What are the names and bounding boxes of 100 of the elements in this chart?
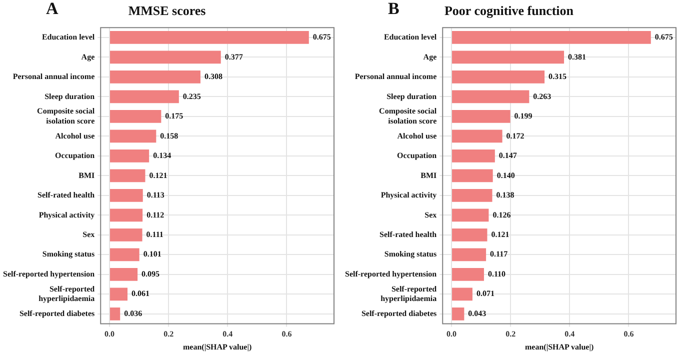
- data-label: 0.101: [143, 250, 162, 259]
- bar: [110, 288, 128, 301]
- y-tick-label: Self-reported hyperlipidaemia: [380, 284, 438, 304]
- bar: [110, 31, 309, 44]
- y-tick-label: Smoking status: [384, 250, 437, 259]
- text: A: [46, 0, 59, 18]
- data-label: 0.675: [654, 32, 673, 42]
- bar: [452, 31, 651, 44]
- data-label: 0.121: [149, 170, 168, 180]
- x-tick-label: 0.6: [624, 330, 634, 339]
- bar: [452, 288, 472, 301]
- y-tick-label: Physical activity: [380, 190, 437, 200]
- bar: [110, 228, 142, 242]
- data-label: 0.147: [498, 151, 517, 160]
- bar: [452, 90, 530, 104]
- data-label: 0.110: [488, 269, 506, 278]
- x-axis-title: mean(|SHAP value|): [524, 342, 594, 352]
- chart-title: MMSE scores: [128, 3, 206, 18]
- bar: [110, 208, 143, 222]
- y-tick-label: Smoking status: [42, 250, 95, 259]
- bar: [110, 130, 156, 143]
- bar: [452, 248, 486, 262]
- data-label: 0.036: [124, 308, 142, 318]
- data-label: 0.095: [142, 269, 160, 278]
- bar: [110, 308, 120, 320]
- data-label: 0.315: [548, 72, 567, 82]
- y-tick-label: Sleep duration: [386, 92, 438, 101]
- data-label: 0.111: [146, 230, 164, 240]
- y-tick-label: Age: [423, 52, 438, 62]
- data-label: 0.199: [514, 112, 532, 121]
- y-tick-label: Self-rated health: [38, 190, 96, 200]
- bar: [110, 50, 221, 64]
- data-label: 0.381: [568, 52, 586, 62]
- data-label: 0.158: [160, 131, 178, 140]
- data-label: 0.113: [146, 190, 164, 200]
- bar: [110, 268, 138, 281]
- data-label: 0.112: [146, 210, 164, 220]
- data-label: 0.071: [476, 289, 494, 298]
- y-tick-label: Education level: [384, 32, 438, 42]
- bar: [110, 169, 146, 182]
- x-tick-label: 0.2: [164, 330, 174, 339]
- data-label: 0.175: [165, 112, 184, 121]
- data-label: 0.126: [492, 210, 511, 220]
- x-tick-label: 0.0: [104, 330, 114, 339]
- data-label: 0.675: [312, 32, 331, 42]
- chart-title: Poor cognitive function: [444, 3, 574, 18]
- bar: [452, 268, 484, 281]
- y-tick-label: Self-reported diabetes: [19, 308, 95, 318]
- bar: [452, 50, 564, 64]
- x-tick-label: 0.6: [282, 330, 292, 339]
- bar: [452, 189, 492, 202]
- y-tick-label: Sex: [82, 230, 95, 240]
- data-label: 0.235: [182, 92, 201, 101]
- y-tick-label: Composite social isolation score: [379, 106, 438, 126]
- y-tick-label: Age: [81, 52, 96, 62]
- data-label: 0.134: [153, 151, 172, 160]
- y-tick-label: Composite social isolation score: [37, 106, 96, 126]
- bar: [110, 110, 162, 123]
- bar: [452, 70, 545, 84]
- y-tick-label: Self-reported hyperlipidaemia: [38, 284, 96, 304]
- x-tick-label: 0.4: [222, 330, 233, 339]
- data-label: 0.263: [533, 92, 552, 101]
- data-label: 0.377: [224, 52, 243, 62]
- bar: [110, 90, 179, 104]
- y-tick-label: BMI: [78, 170, 95, 180]
- y-tick-label: Self-rated health: [380, 230, 438, 240]
- bar: [452, 110, 510, 123]
- y-tick-label: Alcohol use: [397, 131, 438, 140]
- x-tick-label: 0.0: [446, 330, 456, 339]
- data-label: 0.043: [468, 308, 486, 318]
- x-axis-title: mean(|SHAP value|): [182, 342, 252, 352]
- bar: [452, 308, 464, 320]
- x-tick-label: 0.2: [506, 330, 516, 339]
- x-tick-label: 0.4: [564, 330, 575, 339]
- data-label: 0.117: [490, 250, 508, 259]
- bar: [110, 248, 140, 262]
- bar: [452, 169, 493, 182]
- data-label: 0.138: [496, 190, 514, 200]
- data-label: 0.140: [496, 170, 515, 180]
- y-tick-label: Self-reported hypertension: [2, 269, 96, 278]
- y-tick-label: Occupation: [397, 151, 438, 160]
- y-tick-label: Alcohol use: [55, 131, 96, 140]
- y-tick-label: BMI: [420, 170, 437, 180]
- data-label: 0.061: [132, 289, 150, 298]
- data-label: 0.172: [506, 131, 524, 140]
- bar: [110, 70, 200, 84]
- y-tick-label: Personal annual income: [12, 72, 96, 82]
- y-tick-label: Self-reported hypertension: [344, 269, 438, 278]
- bar: [110, 150, 150, 162]
- bar: [452, 130, 502, 143]
- y-tick-label: Education level: [42, 32, 96, 42]
- data-label: 0.308: [204, 72, 222, 82]
- y-tick-label: Occupation: [55, 151, 96, 160]
- text: B: [388, 0, 400, 18]
- y-tick-label: Sleep duration: [44, 92, 96, 101]
- y-tick-label: Sex: [424, 210, 437, 220]
- bar: [452, 208, 489, 222]
- y-tick-label: Personal annual income: [354, 72, 438, 82]
- bar: [452, 150, 495, 162]
- bar: [110, 189, 143, 202]
